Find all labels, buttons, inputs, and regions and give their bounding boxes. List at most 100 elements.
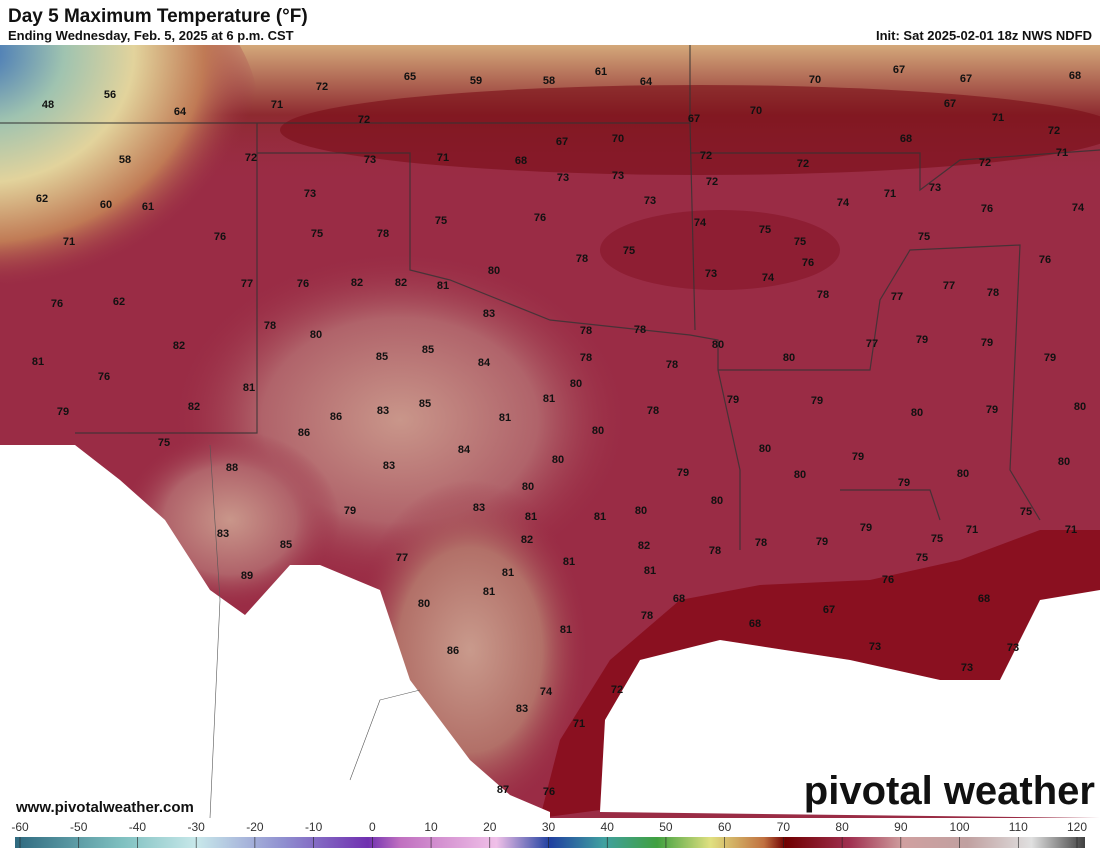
temperature-label: 78 [580,352,592,364]
temperature-label: 81 [32,356,44,368]
temperature-label: 79 [344,505,356,517]
temperature-label: 81 [243,382,255,394]
temperature-label: 72 [358,114,370,126]
temperature-label: 68 [673,593,685,605]
temperature-label: 77 [866,338,878,350]
temperature-label: 48 [42,99,54,111]
temperature-label: 73 [364,154,376,166]
temperature-label: 71 [63,236,75,248]
colorbar-tick-label: 90 [894,820,908,834]
temperature-label: 76 [981,203,993,215]
colorbar-tick-label: 120 [1067,820,1087,834]
temperature-label: 80 [1074,401,1086,413]
temperature-label: 73 [961,662,973,674]
temperature-label: 78 [641,610,653,622]
temperature-label: 86 [330,411,342,423]
temperature-label: 58 [543,75,555,87]
temperature-label: 72 [979,157,991,169]
temperature-label: 81 [502,567,514,579]
temperature-label: 80 [522,481,534,493]
temperature-label: 79 [916,334,928,346]
temperature-label: 74 [762,272,775,284]
temperature-label: 79 [811,395,823,407]
temperature-label: 70 [612,133,624,145]
temperature-label: 84 [458,444,471,456]
temperature-label: 64 [640,76,653,88]
subtitle: Ending Wednesday, Feb. 5, 2025 at 6 p.m.… [8,28,294,43]
temperature-label: 80 [310,329,322,341]
temperature-label: 67 [688,113,700,125]
temperature-label: 61 [142,201,154,213]
temperature-label: 77 [396,552,408,564]
colorbar-tick-label: 20 [483,820,497,834]
temperature-label: 75 [158,437,170,449]
temperature-labels: 48 56 64 71 72 65 59 58 61 64 70 67 67 68 72 70 67 67 71 72… [32,64,1086,798]
temperature-label: 67 [823,604,835,616]
temperature-label: 86 [447,645,459,657]
temperature-label: 81 [437,280,449,292]
temperature-label: 83 [483,308,495,320]
temperature-label: 73 [612,170,624,182]
temperature-label: 61 [595,66,607,78]
temperature-label: 77 [891,291,903,303]
temperature-label: 75 [1020,506,1032,518]
temperature-label: 73 [304,188,316,200]
temperature-label: 68 [515,155,527,167]
temperature-label: 77 [241,278,253,290]
temperature-label: 80 [488,265,500,277]
temperature-label: 82 [638,540,650,552]
temperature-label: 82 [188,401,200,413]
temperature-label: 76 [1039,254,1051,266]
temperature-label: 80 [712,339,724,351]
temperature-label: 81 [525,511,537,523]
temperature-label: 70 [809,74,821,86]
temperature-label: 68 [900,133,912,145]
colorbar-tick-label: 10 [424,820,438,834]
temperature-label: 78 [987,287,999,299]
temperature-label: 71 [1065,524,1077,536]
temperature-label: 71 [437,152,449,164]
temperature-label: 72 [316,81,328,93]
temperature-label: 75 [623,245,635,257]
temperature-label: 58 [119,154,131,166]
temperature-label: 79 [677,467,689,479]
temperature-label: 73 [1007,642,1019,654]
temperature-label: 76 [543,786,555,798]
colorbar-tick-label: 100 [950,820,970,834]
temperature-label: 73 [869,641,881,653]
temperature-label: 73 [705,268,717,280]
temperature-label: 81 [543,393,555,405]
temperature-label: 73 [644,195,656,207]
temperature-label: 65 [404,71,416,83]
temperature-label: 60 [100,199,112,211]
temperature-label: 78 [264,320,276,332]
temperature-label: 80 [911,407,923,419]
temperature-label: 81 [644,565,656,577]
temperature-label: 82 [395,277,407,289]
temperature-label: 68 [978,593,990,605]
temperature-label: 79 [816,536,828,548]
temperature-label: 79 [860,522,872,534]
temperature-label: 67 [556,136,568,148]
temperature-label: 73 [929,182,941,194]
temperature-label: 81 [499,412,511,424]
colorbar-tick-label: -50 [70,820,88,834]
temperature-label: 80 [957,468,969,480]
temperature-label: 79 [981,337,993,349]
logo: pivotal weather [804,769,1095,813]
temperature-label: 81 [483,586,495,598]
temperature-label: 79 [986,404,998,416]
colorbar-tick-label: -20 [246,820,264,834]
temperature-label: 75 [931,533,943,545]
temperature-label: 72 [245,152,257,164]
temperature-label: 72 [700,150,712,162]
temperature-label: 86 [298,427,310,439]
temperature-label: 80 [570,378,582,390]
temperature-label: 67 [944,98,956,110]
temperature-label: 71 [1056,147,1068,159]
temperature-label: 78 [377,228,389,240]
map-background [0,0,1100,820]
temperature-label: 62 [113,296,125,308]
